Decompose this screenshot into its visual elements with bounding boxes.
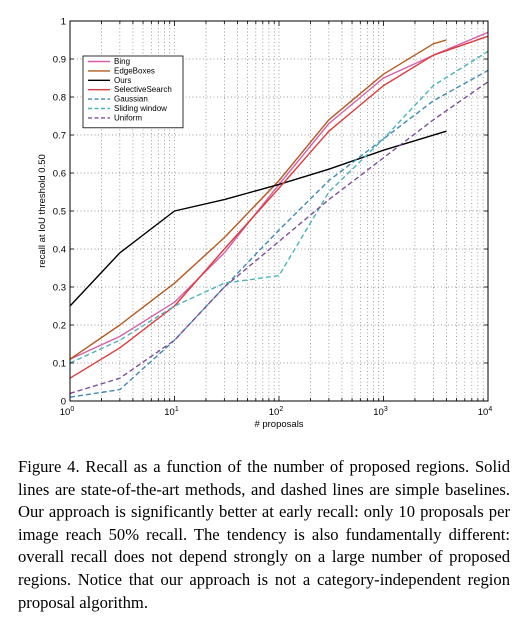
legend-label-uniform: Uniform [114, 113, 142, 122]
series-line-ours [69, 130, 447, 307]
y-tick-label: 0.5 [53, 206, 66, 217]
x-tick-label: 104 [478, 406, 493, 418]
legend-label-bing: Bing [114, 57, 130, 66]
y-tick-label: 0.2 [53, 320, 66, 331]
x-tick-label: 101 [164, 406, 179, 418]
y-tick-label: 1 [61, 16, 66, 27]
series-line-uniform [69, 81, 489, 395]
y-tick-label: 0.4 [53, 244, 66, 255]
y-tick-label: 0.9 [53, 54, 66, 65]
y-axis-label: recall at IoU threshold 0.50 [37, 154, 48, 268]
caption-label: Figure 4. [18, 457, 80, 476]
y-tick-label: 0.8 [53, 92, 66, 103]
legend-label-ours: Ours [114, 76, 131, 85]
legend-label-selectivesearch: SelectiveSearch [114, 85, 172, 94]
series-lines [69, 31, 489, 398]
figure-caption: Figure 4. Recall as a function of the nu… [18, 456, 510, 614]
recall-chart: 0 0.1 0.2 0.3 0.4 0.5 0.6 0.7 0.8 0.9 1 100 101 102 10… [37, 16, 493, 430]
series-line-sliding-window [69, 50, 489, 364]
legend-label-gaussian: Gaussian [114, 95, 148, 104]
series-line-edgeboxes [69, 39, 447, 360]
legend: BingEdgeBoxesOursSelectiveSearchGaussian… [82, 55, 184, 129]
chart-svg: 0 0.1 0.2 0.3 0.4 0.5 0.6 0.7 0.8 0.9 1 100 101 102 10… [37, 16, 493, 430]
caption-text: Recall as a function of the number of pr… [18, 457, 510, 612]
series-line-gaussian [69, 69, 489, 398]
legend-label-edgeboxes: EdgeBoxes [114, 66, 155, 75]
x-tick-label: 103 [373, 406, 388, 418]
y-tick-label: 0.3 [53, 282, 66, 293]
x-tick-label: 102 [269, 406, 284, 418]
y-tick-label: 0.6 [53, 168, 66, 179]
y-tick-label: 0.7 [53, 130, 66, 141]
x-tick-label: 100 [60, 406, 75, 418]
y-tick-label: 0.1 [53, 358, 66, 369]
x-axis-label: # proposals [254, 419, 303, 430]
legend-label-sliding-window: Sliding window [114, 104, 167, 113]
series-line-selectivesearch [69, 35, 489, 379]
axis-ticks: 0 0.1 0.2 0.3 0.4 0.5 0.6 0.7 0.8 0.9 1 100 101 102 10… [53, 16, 493, 418]
y-tick-label: 0 [61, 396, 66, 407]
legend-box [82, 55, 184, 129]
